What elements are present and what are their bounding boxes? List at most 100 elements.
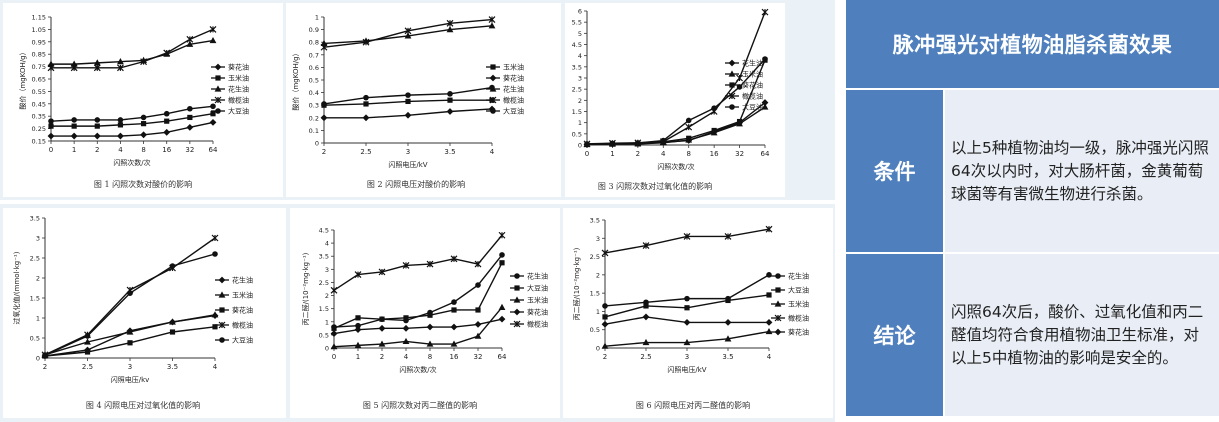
y-tick-label: 3.5 [30,215,40,223]
data-point [169,329,176,335]
series-橄榄油 [320,16,496,51]
y-tick-label: 4 [325,240,329,248]
data-point [683,338,691,346]
data-point [609,140,616,147]
chart-panel-2: 0 0.1 0.2 0.3 0.4 0.5 0.6 0.7 0.8 0.9 1 2 2.5 3 3.5 4 闪照… [286,3,561,197]
x-tick-label: 3 [128,363,132,371]
x-tick-label: 4 [661,150,666,158]
y-tick-label: 0 [325,345,329,353]
legend-marker [514,273,520,279]
data-point [404,32,412,39]
condition-text-content: 以上5种植物油均一级，脉冲强光闪照64次以内时，对大肠杆菌，金黄葡萄球菌等有害微… [951,138,1209,203]
y-tick-label: 0.6 [309,64,319,72]
y-tick-label: 0.5 [319,331,329,339]
legend-label: 玉米油 [742,70,763,79]
data-point [450,340,458,347]
chart-panel-3: 0 0.5 1 1.5 2 2.5 3 3.5 4 4.5 5 5.5 6 0 1 2 4 8 16 32 64 闪照次数… [565,3,785,197]
data-point [766,292,772,298]
y-tick-label: 2 [596,271,600,279]
x-tick-label: 2 [636,150,640,158]
data-point [169,263,176,269]
data-point [363,94,369,101]
legend-label: 玉米油 [788,300,809,309]
legend-label: 橄榄油 [742,92,763,101]
y-tick-label: 0.3 [309,102,319,110]
legend-label: 玉米油 [503,63,524,72]
data-point [126,328,134,335]
y-tick-label: 0 [36,355,40,363]
data-point [320,39,328,47]
x-tick-label: 4 [490,148,495,156]
legend-marker [218,321,226,329]
data-point [488,22,496,29]
x-tick-label: 3.5 [444,148,455,156]
data-point [169,318,176,325]
data-point [402,261,410,269]
data-point [163,49,171,57]
data-point [474,332,482,339]
data-point [209,119,217,126]
data-point [186,123,194,131]
legend-label: 大豆油 [228,107,249,116]
data-point [378,340,386,347]
data-point [117,64,124,72]
x-tick-label: 1 [610,150,614,158]
legend-label: 葵花油 [527,308,548,317]
legend-marker [513,308,521,316]
series-line [51,113,214,127]
data-point [642,242,650,250]
data-point [71,117,77,123]
chart-2-svg: 0 0.1 0.2 0.3 0.4 0.5 0.6 0.7 0.8 0.9 1 2 2.5 3 3.5 4 闪照… [291,14,524,190]
legend-marker [775,287,781,293]
data-point [93,59,101,66]
y-tick-label: 1.5 [590,290,600,298]
x-axis-label: 闪照电压/kV [667,365,706,374]
data-point [47,60,55,67]
data-point [127,340,133,346]
legend-marker [775,273,781,279]
figure-caption: 图 3 闪照次数对过氧化值的影响 [598,181,712,191]
x-tick-label: 3.5 [722,353,733,361]
y-tick-label: 0.65 [32,76,46,84]
legend-marker [774,328,782,336]
data-point [321,101,327,107]
y-tick-label: 1 [315,14,319,22]
data-point [761,8,769,16]
legend-label: 葵花油 [742,81,763,90]
data-point [426,323,434,331]
y-axis-label: 丙二醛/(10⁻²mg·kg⁻¹) [301,252,310,325]
conclusion-text-content: 闪照64次后，酸价、过氧化值和丙二醛值均符合食用植物油卫生标准，对以上5中植物油… [951,302,1204,367]
x-tick-label: 8 [141,146,145,154]
x-tick-label: 0 [49,146,53,154]
legend-marker [214,63,222,71]
series-line [586,58,766,145]
legend-label: 花生油 [527,272,548,281]
data-point [93,132,101,140]
legend-marker [489,85,497,92]
data-point [660,137,667,144]
x-tick-label: 0 [332,353,336,361]
series-花生油 [602,272,772,309]
series-大豆油 [48,103,216,124]
chart-1-svg: 0.15 0.25 0.35 0.45 0.55 0.65 0.75 0.85 0.95 1.05… [18,14,249,190]
chart-3-svg: 0 0.5 1 1.5 2 2.5 3 3.5 4 4.5 5 5.5 6 0 1 2 4 8 16 32 64 闪照次数… [572,8,770,192]
data-point [94,117,101,123]
data-point [402,324,410,332]
y-tick-label: 0.75 [32,63,46,71]
y-tick-label: 0 [315,140,319,148]
legend-label: 橄榄油 [527,320,548,329]
y-tick-label: 2.5 [30,255,40,263]
chart-4-svg: 0 0.5 1 1.5 2 2.5 3 3.5 2 2.5 3 3.5 4 闪照电压/kv 过氧化值/(mm… [12,215,253,411]
data-point [404,111,412,119]
legend-marker [728,92,736,100]
data-point [765,327,773,335]
legend-label: 玉米油 [228,74,249,83]
data-point [683,319,691,326]
y-tick-label: 0.5 [30,335,40,343]
data-point [70,64,78,72]
data-point [405,92,411,98]
data-point [765,225,773,233]
data-point [163,128,171,136]
